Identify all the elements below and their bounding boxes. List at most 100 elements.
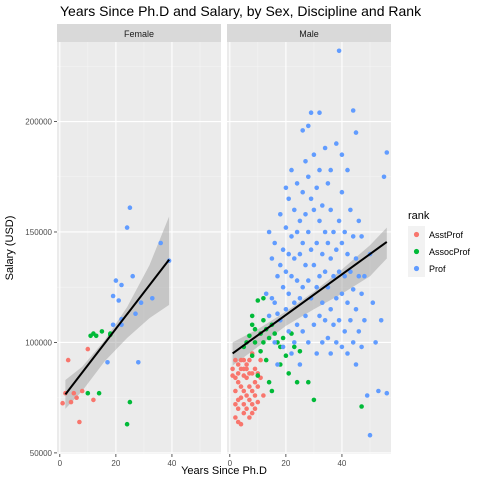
point-prof	[348, 318, 353, 323]
panel-male: Male	[227, 24, 391, 454]
point-prof	[336, 218, 342, 224]
point-prof	[350, 108, 356, 113]
point-prof	[353, 256, 359, 261]
point-asstprof	[244, 375, 249, 381]
point-asstprof	[233, 402, 238, 407]
point-prof	[308, 247, 314, 252]
y-axis: 50000 100000 150000 200000	[25, 118, 57, 458]
point-assocprof	[359, 404, 364, 409]
trend-line	[64, 258, 170, 395]
point-prof	[348, 269, 353, 275]
point-prof	[317, 167, 322, 173]
point-asstprof	[241, 402, 247, 407]
point-prof	[359, 234, 364, 239]
point-prof	[136, 360, 141, 365]
point-prof	[286, 291, 292, 297]
point-assocprof	[249, 353, 255, 359]
legend: rank AsstProf AssocProf Prof	[408, 210, 471, 277]
point-asstprof	[238, 384, 244, 389]
point-assocprof	[311, 397, 317, 403]
point-prof	[300, 240, 306, 246]
y-axis-label: Salary (USD)	[4, 216, 16, 281]
x-tick-label: 20	[111, 459, 120, 468]
point-asstprof	[235, 362, 241, 367]
point-asstprof	[235, 379, 241, 385]
point-asstprof	[261, 393, 266, 398]
point-asstprof	[60, 400, 65, 406]
point-prof	[138, 300, 144, 306]
point-prof	[381, 174, 387, 180]
point-prof	[339, 189, 345, 195]
chart-title: Years Since Ph.D and Salary, by Sex, Dis…	[60, 3, 422, 19]
point-prof	[342, 273, 348, 279]
point-prof	[334, 247, 339, 252]
point-prof	[286, 251, 292, 257]
point-prof	[350, 287, 356, 292]
point-prof	[331, 273, 336, 279]
point-prof	[286, 329, 292, 334]
point-asstprof	[79, 388, 85, 394]
point-prof	[300, 189, 306, 195]
point-prof	[359, 344, 364, 350]
point-asstprof	[252, 393, 258, 398]
point-prof	[283, 307, 289, 312]
point-prof	[331, 322, 336, 328]
point-prof	[367, 432, 373, 438]
y-tick-label: 50000	[30, 449, 53, 458]
point-assocprof	[294, 379, 300, 385]
point-assocprof	[286, 371, 292, 376]
point-prof	[339, 152, 345, 157]
legend-label: Prof	[429, 264, 446, 274]
point-prof	[300, 284, 306, 290]
plot-area-male	[227, 42, 391, 454]
point-prof	[384, 390, 390, 396]
point-prof	[339, 291, 345, 297]
strip-female	[57, 24, 221, 42]
point-prof	[124, 225, 130, 230]
trend-line	[232, 241, 388, 355]
point-prof	[272, 240, 278, 246]
point-prof	[275, 273, 280, 279]
point-prof	[350, 234, 356, 239]
point-prof	[311, 262, 317, 268]
point-prof	[356, 329, 362, 334]
point-prof	[105, 360, 110, 365]
point-assocprof	[269, 388, 275, 394]
point-prof	[306, 229, 311, 235]
point-prof	[278, 212, 283, 217]
point-prof	[297, 362, 303, 367]
legend-swatch	[413, 231, 420, 238]
point-prof	[317, 218, 322, 224]
point-prof	[275, 311, 280, 317]
point-prof	[328, 256, 334, 261]
point-prof	[283, 269, 289, 275]
point-asstprof	[258, 357, 263, 363]
point-asstprof	[233, 357, 238, 363]
point-asstprof	[247, 415, 252, 420]
point-prof	[272, 340, 278, 345]
point-asstprof	[247, 357, 252, 363]
point-prof	[320, 203, 325, 208]
y-tick-label: 100000	[25, 338, 52, 347]
point-asstprof	[68, 399, 74, 405]
point-prof	[110, 322, 116, 328]
point-assocprof	[249, 313, 255, 319]
point-asstprof	[241, 366, 247, 372]
point-asstprof	[238, 395, 244, 401]
point-assocprof	[96, 390, 102, 396]
point-prof	[378, 318, 384, 323]
points-male	[230, 48, 390, 438]
point-prof	[334, 141, 339, 146]
x-tick-label: 0	[228, 459, 233, 468]
point-asstprof	[255, 384, 261, 389]
point-asstprof	[233, 388, 238, 394]
point-assocprof	[297, 349, 303, 354]
point-asstprof	[85, 346, 91, 352]
point-prof	[334, 296, 339, 301]
point-prof	[280, 344, 286, 350]
point-asstprof	[241, 388, 247, 394]
strip-male	[227, 24, 391, 42]
x-tick-label: 40	[167, 459, 176, 468]
point-prof	[317, 273, 322, 279]
point-asstprof	[233, 375, 238, 381]
